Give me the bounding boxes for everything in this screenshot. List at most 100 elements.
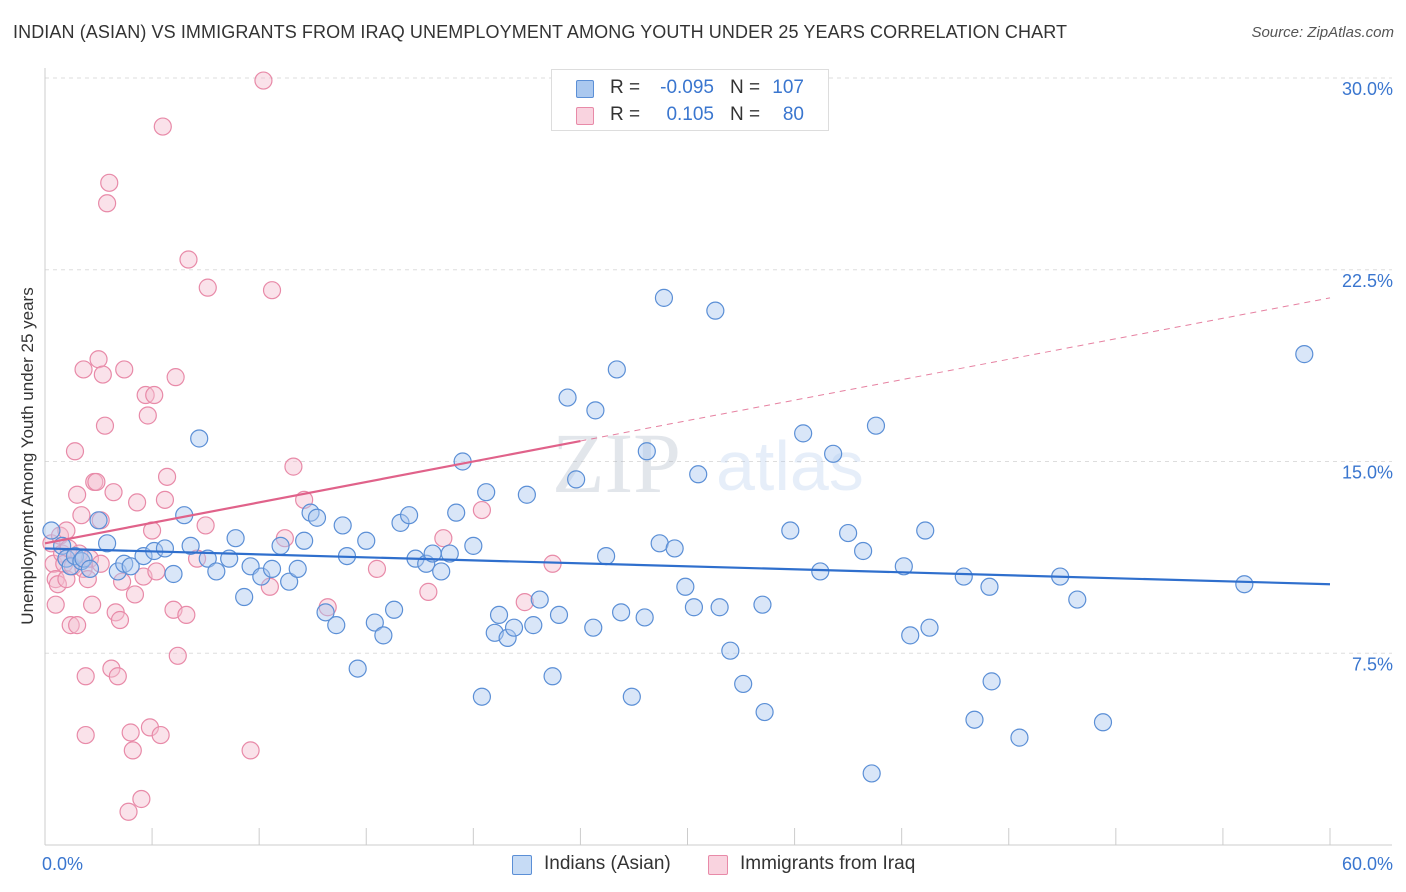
point-iraq [100,173,119,192]
point-indians [530,590,549,609]
point-indians [607,360,626,379]
point-iraq [179,250,198,269]
point-indians [586,401,605,420]
point-indians [965,710,984,729]
trend-line-iraq-dashed [580,297,1331,442]
point-indians [207,562,226,581]
point-indians [684,598,704,617]
point-iraq [472,500,491,520]
point-iraq [419,582,438,601]
point-indians [327,616,346,635]
source-credit: Source: ZipAtlas.com [1251,24,1394,41]
point-iraq [104,483,123,502]
trend-lines [44,297,1331,586]
point-indians [689,465,708,484]
point-iraq [93,365,112,384]
legend-swatch-blue [512,855,532,875]
point-iraq [138,406,157,425]
series-indians-points [42,288,1314,783]
point-iraq [61,616,80,635]
point-iraq [153,117,172,136]
point-indians [432,562,451,581]
point-indians [524,616,543,635]
point-iraq [121,723,140,742]
point-iraq [65,442,85,461]
point-indians [755,702,774,722]
legend-label-indians: Indians (Asian) [544,853,671,874]
point-iraq [76,667,95,686]
point-indians [612,603,631,622]
n-label: N = [730,104,761,125]
point-indians [1010,728,1029,747]
point-indians [447,503,466,522]
point-indians [288,559,307,578]
point-indians [357,531,376,550]
point-iraq [241,741,260,760]
point-indians [316,603,335,622]
point-iraq [119,802,138,821]
point-indians [622,687,641,706]
point-iraq [515,593,534,612]
point-indians [920,618,939,637]
point-indians [517,485,536,504]
stats-box: R = -0.095 N = 107 R = 0.105 N = 80 [551,69,829,131]
point-iraq [68,616,87,635]
chart-title: INDIAN (ASIAN) VS IMMIGRANTS FROM IRAQ U… [13,22,1068,42]
point-indians [706,301,725,320]
series-iraq-points [42,71,562,821]
point-indians [42,521,61,540]
trend-line-indians [44,547,1331,586]
point-indians [862,764,881,783]
point-indians [954,567,973,586]
point-iraq [76,725,95,745]
n-label: N = [730,77,761,98]
point-iraq [254,71,273,90]
point-indians [504,618,524,637]
point-indians [635,608,654,627]
watermark-atlas: atlas [716,427,864,505]
point-indians [558,388,577,407]
point-indians [181,536,200,555]
x-tick-label-max: 60.0% [1342,854,1393,874]
point-iraq [177,605,196,625]
r-label: R = [610,104,641,125]
point-indians [164,564,183,584]
point-indians [597,546,616,566]
point-indians [464,536,483,555]
legend: Indians (Asian) Immigrants from Iraq [0,852,1406,878]
point-indians [901,626,920,645]
point-indians [1295,345,1314,364]
point-indians [916,521,935,540]
point-indians [854,541,873,561]
point-indians [734,674,753,694]
point-indians [794,424,813,443]
point-iraq [87,472,106,492]
point-indians [235,587,254,607]
point-indians [982,672,1001,691]
point-indians [753,595,772,614]
point-indians [894,557,913,576]
point-indians [472,687,491,706]
point-indians [280,572,299,591]
point-iraq [91,554,110,573]
point-indians [665,539,684,558]
point-indians [1093,713,1113,732]
n-value: 80 [782,104,804,125]
stats-row-iraq: R = 0.105 N = 80 [552,102,828,128]
point-iraq [108,667,127,686]
point-indians [271,536,290,555]
point-indians [567,470,586,489]
legend-label-iraq: Immigrants from Iraq [740,853,916,874]
point-indians [98,534,117,553]
y-tick-label: 22.5% [1342,271,1393,291]
point-indians [811,562,830,581]
point-indians [333,516,352,535]
point-iraq [110,610,130,630]
point-iraq [95,416,115,435]
point-indians [839,523,858,543]
r-value: 0.105 [666,104,714,125]
point-iraq [198,278,217,297]
point-indians [348,659,367,678]
point-indians [584,618,603,637]
point-indians [721,641,740,660]
